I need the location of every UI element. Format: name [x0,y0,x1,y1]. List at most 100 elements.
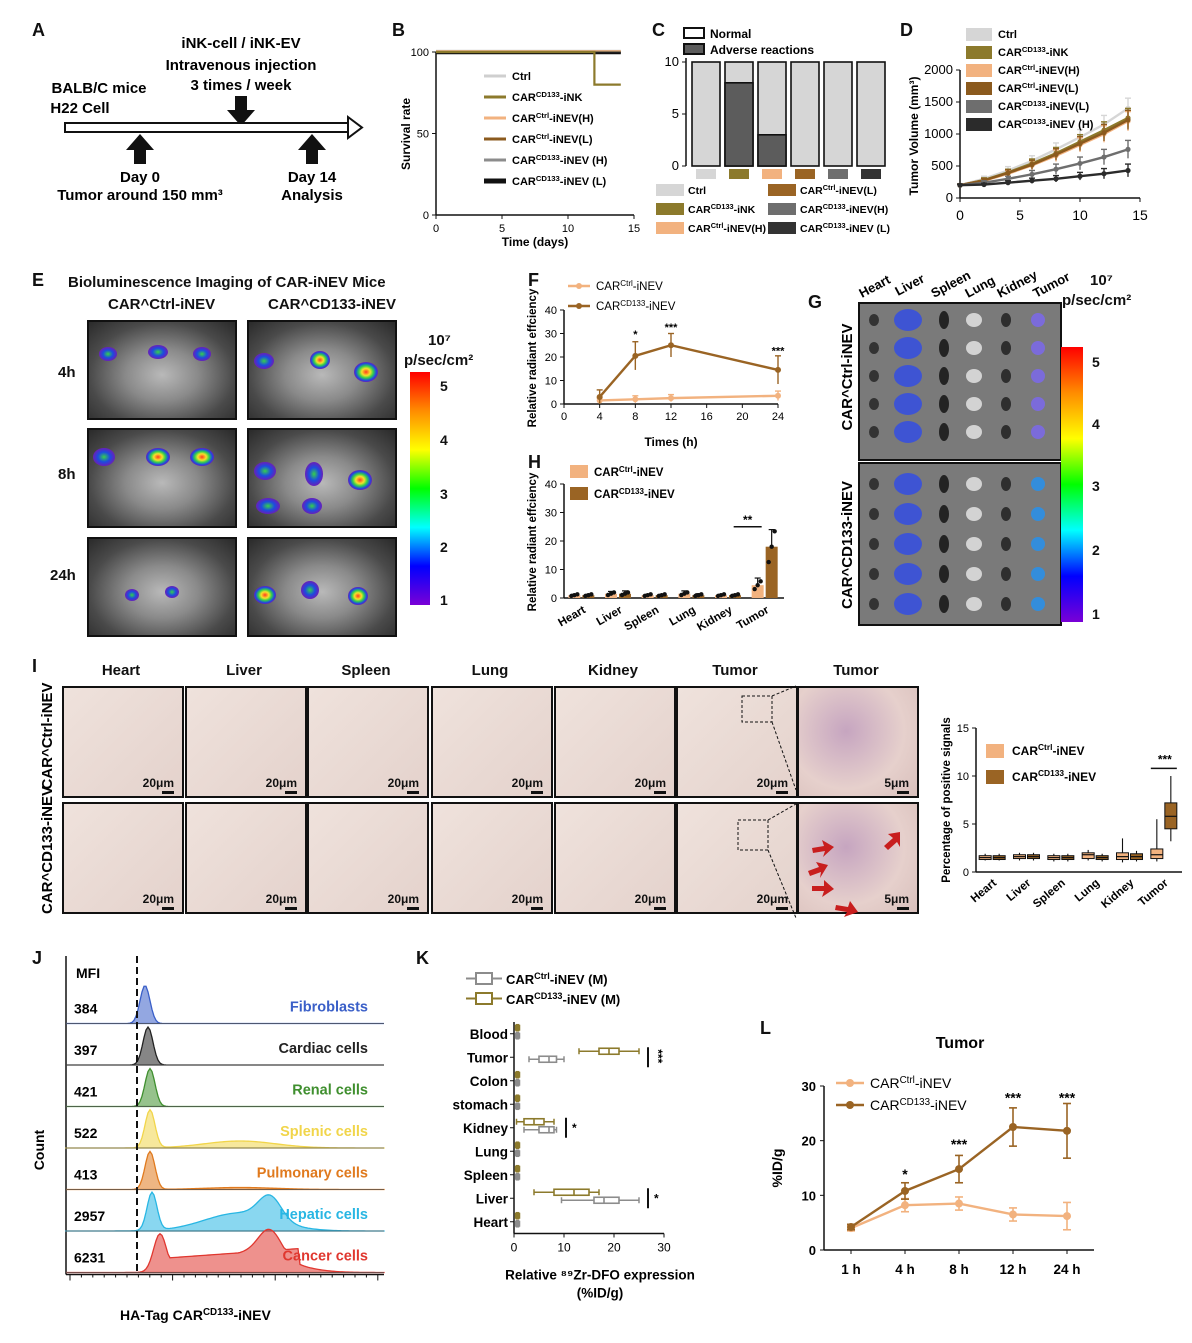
scale-tick: 2 [1092,542,1100,558]
legend-label: CARCtrl-iNEV [596,279,663,294]
scale-tick: 2 [440,539,448,555]
organ-spot [966,313,982,327]
y-tick-label: Spleen [464,1168,508,1183]
scale-bar [162,791,174,794]
x-tick-label: Liver [1005,877,1034,904]
bar [765,546,778,598]
y-tick-label: Liver [476,1191,509,1206]
bar-normal [856,61,886,167]
signal-spot [193,347,211,361]
signal-spot [256,498,280,514]
legend-label: CARCD133-iNEV (H) [998,117,1094,132]
chart-title: Tumor [936,1035,985,1052]
column-label: CAR^CD133-iNEV [268,296,396,313]
panel-e: E Bioluminescence Imaging of CAR-iNEV Mi… [0,262,520,642]
significance-stars: ** [743,513,753,527]
mfi-value: 397 [74,1042,98,1058]
scale-bar [776,907,788,910]
data-point [1077,141,1083,147]
cell-type-label: Renal cells [292,1083,368,1099]
column-label: CAR^Ctrl-iNEV [108,296,216,313]
data-point [1125,146,1131,152]
x-tick-label: 12 h [999,1262,1026,1277]
data-dot [752,586,757,592]
y-tick-label: 10 [665,54,679,69]
organ-labels: Heart Liver Spleen Lung Kidney Tumor CAR… [839,267,1072,609]
significance-stars: * [572,1121,577,1135]
group-color-chip [696,169,716,179]
scale-bar [407,791,419,794]
y-tick-label: 10 [545,565,557,577]
y-tick-label: 30 [545,508,557,520]
mfi-value: 2957 [74,1208,105,1224]
legend-swatch [570,465,588,478]
organ-spot [894,473,922,495]
x-tick-label: 0 [511,1241,518,1255]
scale-bar [654,791,666,794]
data-point [1053,166,1059,172]
y-tick-label: Colon [470,1074,508,1089]
x-tick-label: Heart [556,604,588,629]
data-dot [721,592,727,597]
organ-spot [894,593,922,615]
row-label: 4h [58,364,76,381]
row-label: CAR^CD133-iNEV [839,481,856,609]
organ-spot [869,478,879,490]
row-label: CAR^Ctrl-iNEV [39,682,56,789]
data-point [1125,167,1131,174]
data-point [955,1165,963,1174]
y-axis-label: Tumor Volume (mm³) [907,77,921,196]
panel-c: C 0 5 10 Normal Adverse reactions Ctrl CARCtrl… [650,0,900,260]
row-label: 8h [58,466,76,483]
scale-bar [531,907,543,910]
histology-image: 20μm [307,686,429,798]
organ-spot [1001,425,1011,439]
column-label: Lung [471,662,509,679]
injection-line3: 3 times / week [191,77,293,94]
legend-label: CARCtrl-iNEV(H) [998,63,1080,78]
day0-arrow-icon [126,134,154,164]
data-point [596,393,603,400]
scale-unit: p/sec/cm² [1062,292,1132,309]
x-tick-label: Kidney [695,604,735,634]
column-label: Liver [226,662,262,679]
histology-image: 20μm [431,686,553,798]
y-tick-label: 0 [672,158,679,173]
y-axis-label: Count [31,1129,47,1170]
scale-tick: 4 [1092,416,1100,432]
y-axis-label: Percentage of positive signals [941,717,953,883]
signal-spot [99,347,117,361]
y-tick-label: 0 [946,190,953,205]
data-point [981,181,987,188]
x-tick-label: 8 [632,411,638,423]
cell-label: H22 Cell [50,100,109,117]
y-tick-label: 50 [417,129,429,141]
organ-spot [939,475,949,493]
scale-bar-label: 20μm [142,892,174,906]
legend-swatch [966,82,992,95]
organ-spot [966,397,982,411]
signal-spot [301,581,319,599]
data-point [1101,154,1107,160]
legend-label: CARCD133-iNEV [596,299,676,314]
scale-bar-label: 20μm [511,892,543,906]
x-tick-label: 0 [561,411,567,423]
box [553,1188,590,1197]
series-line [599,394,779,402]
panel-label: A [32,20,45,40]
zoom-line [771,721,797,791]
signal-spot [125,589,139,601]
x-tick-label: Liver [595,604,625,628]
scale-bar-label: 20μm [142,776,174,790]
organ-spot [966,369,982,383]
box [593,1196,620,1205]
timeline-diagram: iNK-cell / iNK-EV Intravenous injection … [50,35,364,204]
box [1150,848,1164,860]
legend-label: CARCD133-iNEV (L) [800,221,890,236]
y-tick-label: 100 [411,47,429,59]
mfi-value: 384 [74,1001,98,1017]
panel-g: G Heart Liver Spleen Lung Kidney Tumor C… [800,262,1192,642]
data-dot [611,590,617,595]
signal-spot [165,586,179,598]
zoom-line [767,849,797,919]
